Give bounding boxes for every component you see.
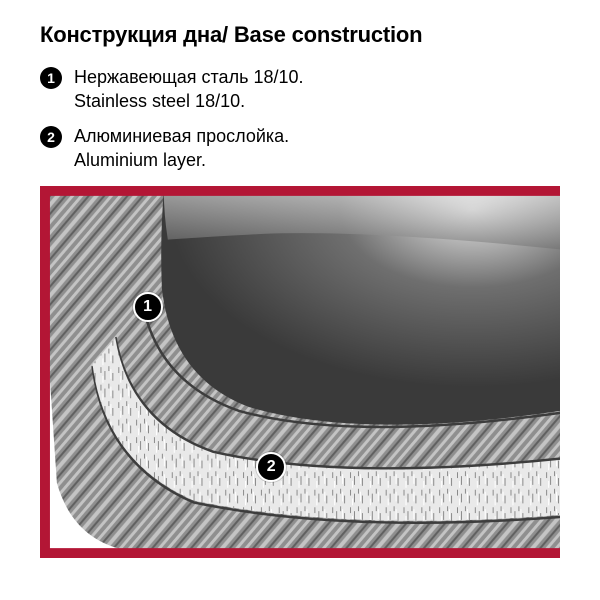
cross-section-svg xyxy=(45,191,560,553)
legend-text-ru: Алюминиевая прослойка. xyxy=(74,126,289,146)
diagram-marker-1: 1 xyxy=(133,292,163,322)
legend-text-en: Aluminium layer. xyxy=(74,150,206,170)
diagram-marker-2: 2 xyxy=(256,452,286,482)
legend-text-ru: Нержавеющая сталь 18/10. xyxy=(74,67,304,87)
legend-text-1: Нержавеющая сталь 18/10. Stainless steel… xyxy=(74,66,304,113)
page: Конструкция дна/ Base construction 1 Нер… xyxy=(0,0,600,600)
legend-item: 2 Алюминиевая прослойка. Aluminium layer… xyxy=(40,125,566,172)
legend: 1 Нержавеющая сталь 18/10. Stainless ste… xyxy=(40,66,566,172)
legend-marker-1: 1 xyxy=(40,67,62,89)
cross-section-diagram: 1 2 xyxy=(40,186,560,558)
legend-text-2: Алюминиевая прослойка. Aluminium layer. xyxy=(74,125,289,172)
legend-item: 1 Нержавеющая сталь 18/10. Stainless ste… xyxy=(40,66,566,113)
legend-text-en: Stainless steel 18/10. xyxy=(74,91,245,111)
page-title: Конструкция дна/ Base construction xyxy=(40,22,566,48)
legend-marker-2: 2 xyxy=(40,126,62,148)
